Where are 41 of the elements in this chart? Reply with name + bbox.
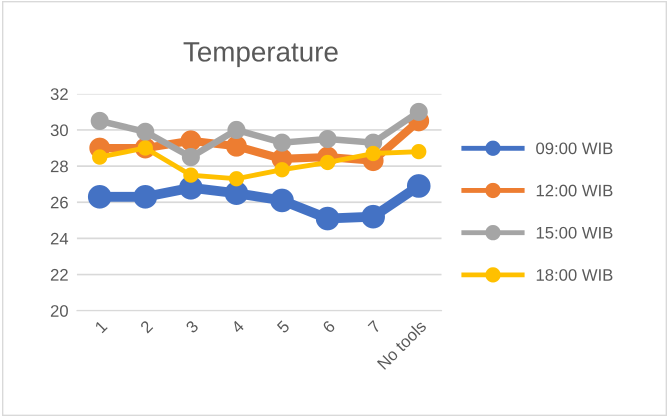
point: [272, 134, 292, 152]
y-tick-label: 24: [50, 232, 68, 244]
x-tick-label: 6: [322, 320, 336, 334]
point: [136, 122, 154, 141]
y-tick-label: 28: [50, 160, 68, 172]
x-tick-label: 1: [94, 320, 108, 334]
point: [224, 181, 248, 206]
y-tick-label: 20: [50, 305, 68, 317]
point: [366, 146, 381, 162]
chart-title: Temperature: [184, 42, 338, 68]
point: [88, 185, 112, 209]
point: [182, 148, 200, 166]
point: [92, 149, 108, 165]
legend-label: 15:00 WIB: [536, 226, 612, 239]
point: [274, 162, 290, 178]
point: [318, 130, 337, 148]
legend-label: 12:00 WIB: [536, 184, 612, 196]
point: [361, 204, 385, 229]
y-tick-label: 32: [50, 88, 68, 100]
point: [411, 144, 426, 160]
point: [410, 102, 428, 121]
y-tick-label: 26: [50, 196, 68, 208]
point: [316, 206, 340, 230]
point: [183, 168, 199, 183]
point: [228, 171, 244, 186]
legend-label: 09:00 WIB: [536, 142, 612, 154]
point: [270, 188, 294, 212]
x-tick-label: 3: [185, 320, 200, 334]
x-tick-label: 2: [140, 320, 154, 334]
x-tick-label: 4: [230, 320, 245, 334]
point: [226, 136, 247, 157]
y-tick-label: 22: [50, 268, 68, 281]
point: [227, 120, 246, 139]
point: [406, 174, 431, 198]
y-tick-label: 30: [50, 124, 68, 136]
x-tick-label: 5: [276, 320, 290, 334]
x-tick-label: 7: [368, 320, 382, 334]
point: [90, 112, 109, 130]
point: [133, 185, 158, 209]
legend-label: 18:00 WIB: [536, 269, 612, 281]
point: [180, 130, 202, 152]
